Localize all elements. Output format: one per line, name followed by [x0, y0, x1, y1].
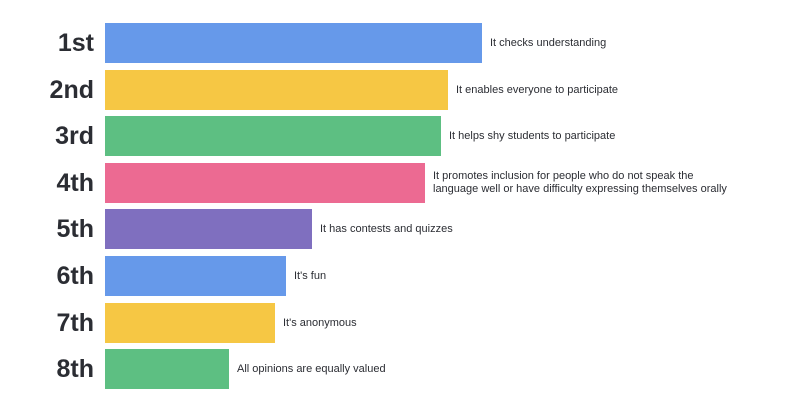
bar-label-text: It promotes inclusion for people who do …	[433, 170, 727, 196]
rank-label: 5th	[56, 215, 95, 243]
bar-label: It promotes inclusion for people who do …	[433, 163, 727, 203]
bar-row: 1st It checks understanding	[0, 23, 788, 63]
rank-label: 8th	[56, 355, 95, 383]
bar-row: 7th It's anonymous	[0, 303, 788, 343]
bar	[105, 209, 312, 249]
bar-label: It has contests and quizzes	[320, 209, 453, 249]
bar-label: It checks understanding	[490, 23, 606, 63]
bar-row: 8th All opinions are equally valued	[0, 349, 788, 389]
bar-label: It enables everyone to participate	[456, 70, 618, 110]
bar-label-line: It's fun	[294, 269, 327, 282]
bar-label-text: It enables everyone to participate	[456, 84, 618, 97]
bar-label-line: language well or have difficulty express…	[433, 183, 727, 195]
bar	[105, 256, 286, 296]
bar-label-text: It's fun	[294, 270, 326, 283]
rank-label: 4th	[56, 169, 95, 197]
bar-label: It helps shy students to participate	[449, 116, 615, 156]
bar-label-text: All opinions are equally valued	[237, 363, 386, 376]
bar	[105, 303, 275, 343]
bar-label: All opinions are equally valued	[237, 349, 386, 389]
bar-row: 3rd It helps shy students to participate	[0, 116, 788, 156]
bar-label-line: It's anonymous	[283, 316, 357, 329]
rank-label: 1st	[57, 29, 94, 57]
bar-row: 5th It has contests and quizzes	[0, 209, 788, 249]
bar-label-text: It's anonymous	[283, 317, 357, 330]
bar-label: It's fun	[294, 256, 326, 296]
bar-label-line: It promotes inclusion for people who do …	[433, 170, 694, 182]
bar-label-text: It helps shy students to participate	[449, 130, 615, 143]
rank-label: 2nd	[49, 76, 94, 104]
bar-row: 6th It's fun	[0, 256, 788, 296]
bar-label-line: It has contests and quizzes	[320, 222, 453, 235]
bar	[105, 23, 482, 63]
rank-label: 6th	[56, 262, 95, 290]
bar	[105, 116, 441, 156]
bar-label-line: All opinions are equally valued	[237, 362, 386, 375]
bar-label-line: It helps shy students to participate	[449, 129, 616, 142]
bar-label-line: It enables everyone to participate	[456, 83, 619, 96]
bar	[105, 349, 229, 389]
bar	[105, 70, 448, 110]
bar-row: 4th It promotes inclusion for people who …	[0, 163, 788, 203]
bar-label-text: It checks understanding	[490, 37, 606, 50]
bar-label: It's anonymous	[283, 303, 357, 343]
bar	[105, 163, 425, 203]
bar-label-text: It has contests and quizzes	[320, 223, 453, 236]
rank-label: 7th	[56, 309, 95, 337]
rank-label: 3rd	[55, 122, 94, 150]
bar-row: 2nd It enables everyone to participate	[0, 70, 788, 110]
bar-label-line: It checks understanding	[490, 36, 607, 49]
